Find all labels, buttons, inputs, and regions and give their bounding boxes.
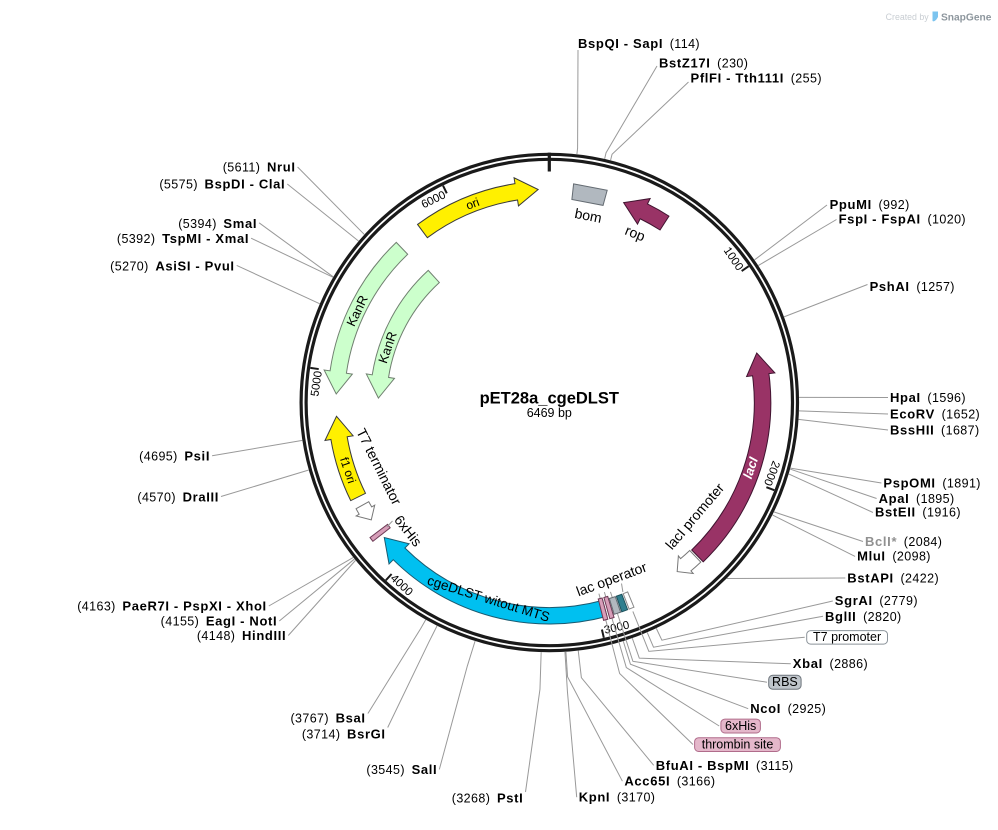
svg-text:PflFI - Tth111I (255): PflFI - Tth111I (255) [691, 71, 822, 86]
svg-text:MluI (2098): MluI (2098) [857, 548, 931, 563]
svg-text:XbaI (2886): XbaI (2886) [793, 656, 868, 671]
svg-text:HpaI (1596): HpaI (1596) [890, 390, 966, 405]
svg-text:T7 promoter: T7 promoter [813, 630, 881, 644]
svg-text:PshAI (1257): PshAI (1257) [870, 279, 955, 294]
svg-text:6xHis: 6xHis [725, 719, 756, 733]
svg-text:BglII (2820): BglII (2820) [825, 609, 902, 624]
svg-text:Acc65I (3166): Acc65I (3166) [624, 774, 715, 789]
svg-text:(5611) NruI: (5611) NruI [223, 160, 296, 175]
svg-text:NcoI (2925): NcoI (2925) [750, 701, 826, 716]
svg-text:(3545) SalI: (3545) SalI [366, 762, 437, 777]
svg-text:(5394) SmaI: (5394) SmaI [178, 216, 257, 231]
svg-text:BstAPI (2422): BstAPI (2422) [847, 570, 939, 585]
svg-text:(3714) BsrGI: (3714) BsrGI [302, 726, 386, 741]
svg-text:pET28a_cgeDLST: pET28a_cgeDLST [480, 389, 619, 407]
svg-text:BclI* (2084): BclI* (2084) [865, 534, 942, 549]
svg-text:(5575) BspDI - ClaI: (5575) BspDI - ClaI [159, 177, 285, 192]
svg-text:ori: ori [464, 195, 481, 213]
svg-text:PspOMI (1891): PspOMI (1891) [883, 475, 980, 490]
svg-text:RBS: RBS [772, 675, 798, 689]
svg-text:(3767) BsaI: (3767) BsaI [290, 711, 365, 726]
svg-text:SnapGene: SnapGene [941, 12, 992, 23]
svg-text:BstEII (1916): BstEII (1916) [875, 505, 961, 520]
svg-text:bom: bom [573, 205, 603, 226]
svg-text:5000: 5000 [309, 370, 325, 397]
svg-text:ApaI (1895): ApaI (1895) [879, 491, 955, 506]
svg-text:SgrAI (2779): SgrAI (2779) [835, 593, 918, 608]
svg-text:lacI: lacI [740, 455, 761, 481]
svg-text:(4570) DraIII: (4570) DraIII [137, 490, 219, 505]
svg-text:(4155) EagI - NotI: (4155) EagI - NotI [161, 614, 278, 629]
svg-text:PpuMI (992): PpuMI (992) [830, 197, 910, 212]
svg-text:(3268) PstI: (3268) PstI [452, 791, 524, 806]
svg-text:(4695) PsiI: (4695) PsiI [139, 449, 210, 464]
svg-text:(4148) HindIII: (4148) HindIII [197, 628, 286, 643]
svg-text:EcoRV (1652): EcoRV (1652) [890, 407, 980, 422]
svg-text:(4163) PaeR7I - PspXI - XhoI: (4163) PaeR7I - PspXI - XhoI [77, 599, 267, 614]
svg-text:BfuAI - BspMI (3115): BfuAI - BspMI (3115) [656, 758, 794, 773]
svg-text:FspI - FspAI (1020): FspI - FspAI (1020) [839, 212, 966, 227]
svg-text:(5270) AsiSI - PvuI: (5270) AsiSI - PvuI [110, 258, 235, 273]
svg-text:(5392) TspMI - XmaI: (5392) TspMI - XmaI [117, 231, 249, 246]
svg-text:KpnI (3170): KpnI (3170) [579, 790, 656, 805]
svg-text:6469 bp: 6469 bp [527, 406, 572, 420]
svg-text:rop: rop [623, 222, 648, 244]
svg-text:BssHII (1687): BssHII (1687) [890, 422, 980, 437]
svg-text:Created by: Created by [886, 12, 930, 22]
svg-text:BstZ17I (230): BstZ17I (230) [659, 56, 748, 71]
svg-text:BspQI - SapI (114): BspQI - SapI (114) [578, 36, 700, 51]
svg-text:thrombin site: thrombin site [702, 737, 774, 751]
